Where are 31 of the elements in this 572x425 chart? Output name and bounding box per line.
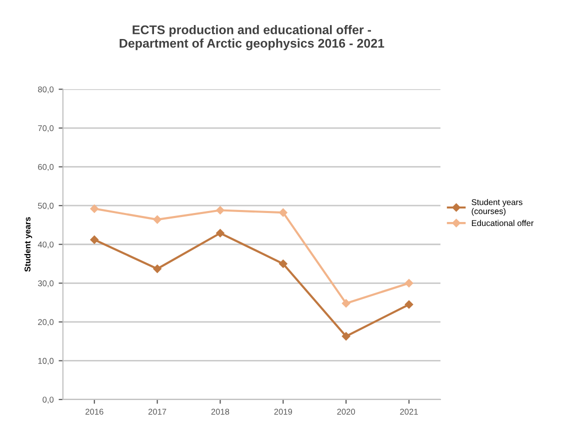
y-axis-title: Student years	[24, 217, 32, 272]
y-tick-label: 40,0	[38, 242, 54, 248]
legend-label: Student years (courses)	[472, 199, 522, 216]
x-tick-label: 2020	[337, 408, 356, 415]
point	[90, 236, 99, 244]
point	[342, 332, 350, 340]
x-tick-label: 2019	[274, 408, 292, 415]
y-tick-label: 50,0	[38, 202, 54, 210]
point	[90, 204, 99, 213]
y-tick-label: 80,0	[38, 86, 54, 94]
point	[404, 300, 414, 309]
point	[153, 215, 162, 224]
x-tick-label: 2018	[211, 408, 230, 415]
x-tick-label: 2017	[148, 408, 166, 415]
y-tick-label: 60,0	[38, 164, 54, 171]
point	[279, 208, 288, 217]
y-tick-label: 70,0	[38, 125, 54, 132]
x-tick-label: 2021	[400, 408, 418, 415]
x-tick-label: 2016	[86, 408, 104, 415]
y-tick-label: 30,0	[38, 280, 54, 288]
y-tick-label: 20,0	[38, 319, 54, 326]
chart-title: ECTS production and educational offer - Department of Arctic geophysics 2016 - 2021	[120, 25, 384, 50]
point	[404, 279, 414, 288]
y-tick-label: 10,0	[38, 358, 54, 365]
point	[153, 264, 162, 273]
legend-label: Educational offer	[472, 220, 534, 226]
point	[342, 299, 350, 308]
point	[216, 206, 224, 214]
point	[216, 228, 224, 238]
point	[279, 260, 288, 268]
y-tick-label: 0,0	[42, 396, 54, 404]
